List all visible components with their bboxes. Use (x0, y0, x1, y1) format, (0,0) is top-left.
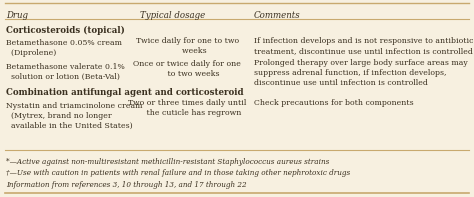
Text: Nystatin and triamcinolone cream
  (Mytrex, brand no longer
  available in the U: Nystatin and triamcinolone cream (Mytrex… (6, 102, 142, 130)
Text: Comments: Comments (254, 11, 300, 20)
Text: Twice daily for one to two
      weeks: Twice daily for one to two weeks (136, 37, 239, 55)
Text: Typical dosage: Typical dosage (140, 11, 205, 20)
Text: *—Active against non-multiresistant methicillin-resistant Staphylococcus aureus : *—Active against non-multiresistant meth… (6, 158, 329, 166)
Text: Check precautions for both components: Check precautions for both components (254, 99, 413, 108)
Text: If infection develops and is not responsive to antibiotic
treatment, discontinue: If infection develops and is not respons… (254, 37, 473, 55)
Text: Combination antifungal agent and corticosteroid: Combination antifungal agent and cortico… (6, 88, 243, 97)
Text: Betamethasone valerate 0.1%
  solution or lotion (Beta-Val): Betamethasone valerate 0.1% solution or … (6, 63, 125, 81)
Text: †—Use with caution in patients with renal failure and in those taking other neph: †—Use with caution in patients with rena… (6, 169, 350, 177)
Text: Two or three times daily until
     the cuticle has regrown: Two or three times daily until the cutic… (128, 99, 246, 117)
Text: Once or twice daily for one
     to two weeks: Once or twice daily for one to two weeks (133, 60, 241, 78)
Text: Information from references 3, 10 through 13, and 17 through 22: Information from references 3, 10 throug… (6, 181, 246, 189)
Text: Betamethasone 0.05% cream
  (Diprolene): Betamethasone 0.05% cream (Diprolene) (6, 39, 122, 57)
Text: Corticosteroids (topical): Corticosteroids (topical) (6, 26, 125, 35)
Text: Prolonged therapy over large body surface areas may
suppress adrenal function, i: Prolonged therapy over large body surfac… (254, 59, 467, 87)
Text: Drug: Drug (6, 11, 27, 20)
